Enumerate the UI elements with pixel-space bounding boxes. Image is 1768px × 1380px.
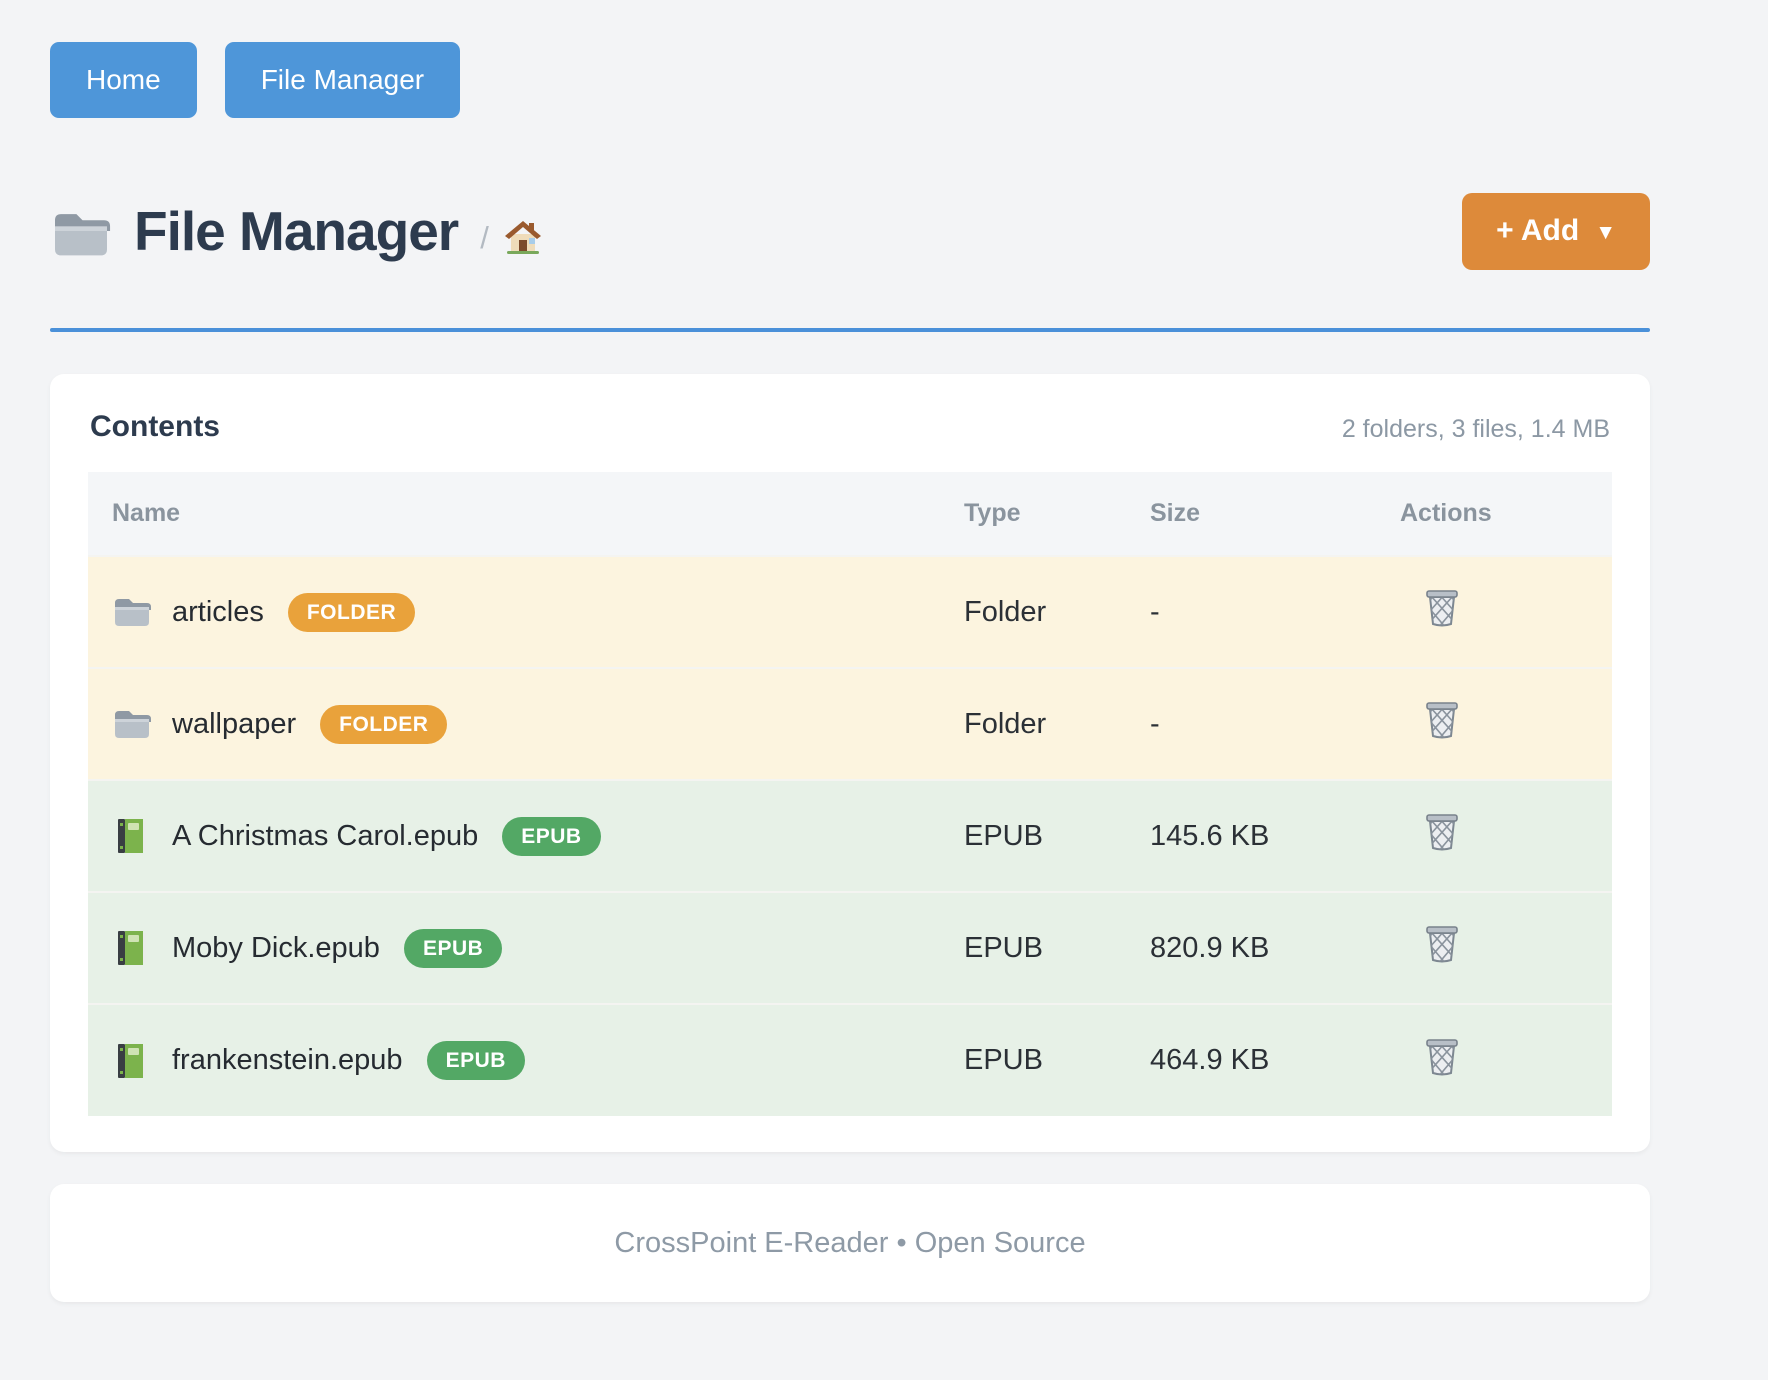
type-badge: EPUB [403,928,503,968]
file-link[interactable]: articles FOLDER [112,592,916,632]
cell-type: EPUB [964,819,1043,852]
file-link[interactable]: A Christmas Carol.epub EPUB [112,816,916,856]
nav-button-file-manager[interactable]: File Manager [224,42,461,118]
contents-table-body: articles FOLDER Folder - wallpaper FOLDE… [88,556,1612,1116]
table-header-row: Name Type Size Actions [88,472,1612,556]
trash-icon [1424,812,1460,852]
column-header-name: Name [88,472,940,556]
add-button[interactable]: + Add ▼ [1462,192,1650,270]
book-icon [112,1042,152,1080]
type-badge: EPUB [502,816,601,856]
type-badge: FOLDER [287,592,416,632]
contents-summary: 2 folders, 3 files, 1.4 MB [1341,415,1610,443]
house-icon[interactable] [503,218,543,256]
delete-button[interactable] [1424,1037,1460,1077]
contents-heading: Contents [90,410,220,443]
cell-size: 820.9 KB [1150,931,1270,964]
table-row[interactable]: articles FOLDER Folder - [88,556,1612,668]
page-title: File Manager [134,200,459,262]
cell-type: Folder [964,595,1047,628]
book-icon [112,817,152,855]
cell-type: EPUB [964,1044,1043,1076]
delete-button[interactable] [1424,812,1460,852]
contents-card: Contents 2 folders, 3 files, 1.4 MB Name… [50,374,1650,1152]
delete-button[interactable] [1424,588,1460,628]
footer-text: CrossPoint E-Reader • Open Source [614,1226,1086,1259]
delete-button[interactable] [1424,924,1460,964]
book-icon [112,929,152,967]
folder-icon [112,593,152,631]
file-link[interactable]: Moby Dick.epub EPUB [112,928,916,968]
top-nav: Home File Manager [50,42,1650,118]
column-header-actions: Actions [1376,472,1612,556]
type-badge: FOLDER [320,704,448,744]
file-name[interactable]: Moby Dick.epub [172,931,380,964]
add-button-label: + Add [1496,214,1580,247]
file-link[interactable]: wallpaper FOLDER [112,704,916,744]
folder-icon [50,208,112,260]
file-name[interactable]: A Christmas Carol.epub [172,819,479,852]
table-row[interactable]: A Christmas Carol.epub EPUB EPUB 145.6 K… [88,780,1612,892]
nav-button-home[interactable]: Home [50,42,197,118]
table-row[interactable]: frankenstein.epub EPUB EPUB 464.9 KB [88,1004,1612,1116]
type-badge: EPUB [426,1041,525,1080]
file-name[interactable]: articles [172,595,264,628]
file-name[interactable]: wallpaper [172,707,297,740]
cell-size: - [1150,595,1160,628]
chevron-down-icon: ▼ [1595,221,1616,244]
table-row[interactable]: Moby Dick.epub EPUB EPUB 820.9 KB [88,892,1612,1004]
trash-icon [1424,588,1460,628]
file-link[interactable]: frankenstein.epub EPUB [112,1041,916,1080]
column-header-size: Size [1126,472,1376,556]
cell-type: Folder [964,707,1047,740]
table-row[interactable]: wallpaper FOLDER Folder - [88,668,1612,780]
breadcrumb-separator: / [480,220,489,255]
cell-type: EPUB [964,931,1043,964]
column-header-type: Type [940,472,1126,556]
page-header: File Manager / + Add ▼ [50,190,1650,272]
footer: CrossPoint E-Reader • Open Source [50,1184,1650,1302]
file-name[interactable]: frankenstein.epub [172,1044,403,1076]
trash-icon [1424,924,1460,964]
contents-table: Name Type Size Actions articles FOLDER F… [88,472,1612,1116]
folder-icon [112,705,152,743]
trash-icon [1424,700,1460,740]
cell-size: 145.6 KB [1150,819,1270,852]
header-divider [50,328,1650,332]
cell-size: 464.9 KB [1150,1044,1270,1076]
cell-size: - [1150,707,1160,740]
delete-button[interactable] [1424,700,1460,740]
trash-icon [1424,1037,1460,1077]
